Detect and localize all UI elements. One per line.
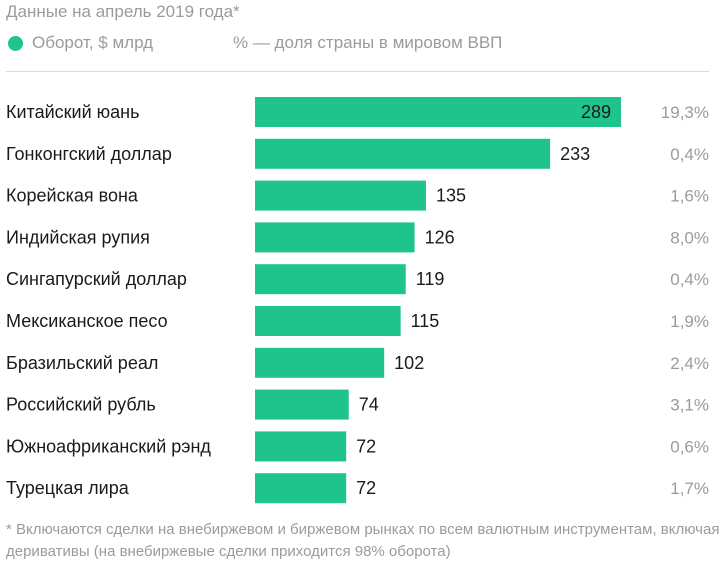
value-label: 72 [356, 436, 376, 456]
bar [255, 264, 406, 295]
bar-row: Южноафриканский рэнд 72 0,6% [6, 431, 709, 462]
value-label: 126 [425, 227, 455, 247]
bar [255, 222, 415, 253]
category-label: Китайский юань [6, 102, 139, 122]
bar [255, 347, 385, 378]
gdp-share-label: 8,0% [670, 228, 709, 247]
legend-dot-icon [8, 36, 23, 51]
category-label: Индийская рупия [6, 227, 150, 247]
category-label: Корейская вона [6, 186, 139, 206]
category-label: Гонконгский доллар [6, 144, 172, 164]
footnote: * Включаются сделки на внебиржевом и бир… [6, 521, 720, 560]
divider [6, 71, 709, 72]
value-label: 74 [359, 395, 379, 415]
bar [255, 389, 349, 420]
value-label: 115 [411, 311, 440, 331]
gdp-share-label: 19,3% [661, 103, 709, 122]
gdp-share-label: 0,6% [670, 437, 709, 456]
gdp-share-label: 0,4% [670, 270, 709, 289]
value-label: 233 [560, 144, 590, 164]
bar-row: Индийская рупия 126 8,0% [6, 222, 709, 253]
gdp-share-label: 1,9% [670, 312, 709, 331]
category-label: Южноафриканский рэнд [6, 436, 211, 456]
value-label: 72 [356, 478, 376, 498]
gdp-share-label: 1,6% [670, 187, 709, 206]
bar-row: Гонконгский доллар 233 0,4% [6, 138, 709, 169]
bar-row: Китайский юань 289 19,3% [6, 97, 709, 127]
legend-share-label: % — доля страны в мировом ВВП [233, 33, 503, 52]
category-label: Сингапурский доллар [6, 269, 187, 289]
bar-row: Мексиканское песо 115 1,9% [6, 306, 709, 336]
category-label: Мексиканское песо [6, 311, 168, 331]
bar-row: Бразильский реал 102 2,4% [6, 347, 709, 378]
gdp-share-label: 3,1% [670, 396, 709, 415]
bar-chart: Китайский юань 289 19,3% Гонконгский доллар… [6, 97, 709, 504]
category-label: Бразильский реал [6, 353, 158, 373]
bar [255, 138, 551, 169]
value-label: 135 [436, 186, 466, 206]
legend: Оборот, $ млрд % — доля страны в мировом… [6, 33, 721, 55]
bar-row: Сингапурский доллар 119 0,4% [6, 264, 709, 295]
value-label: 119 [416, 269, 445, 289]
legend-series-label: Оборот, $ млрд [32, 33, 154, 52]
bar [255, 431, 347, 462]
bar [255, 180, 426, 211]
bar-row: Турецкая лира 72 1,7% [6, 473, 709, 504]
category-label: Турецкая лира [6, 478, 130, 498]
category-label: Российский рубль [6, 395, 156, 415]
value-label: 289 [581, 102, 611, 122]
bar [255, 306, 401, 336]
gdp-share-label: 0,4% [670, 145, 709, 164]
value-label: 102 [394, 353, 424, 373]
bar [255, 97, 621, 127]
gdp-share-label: 1,7% [670, 479, 709, 498]
gdp-share-label: 2,4% [670, 354, 709, 373]
chart-subtitle: Данные на апрель 2019 года* [6, 2, 240, 21]
bar [255, 473, 347, 504]
bar-row: Российский рубль 74 3,1% [6, 389, 709, 420]
bar-row: Корейская вона 135 1,6% [6, 180, 709, 211]
